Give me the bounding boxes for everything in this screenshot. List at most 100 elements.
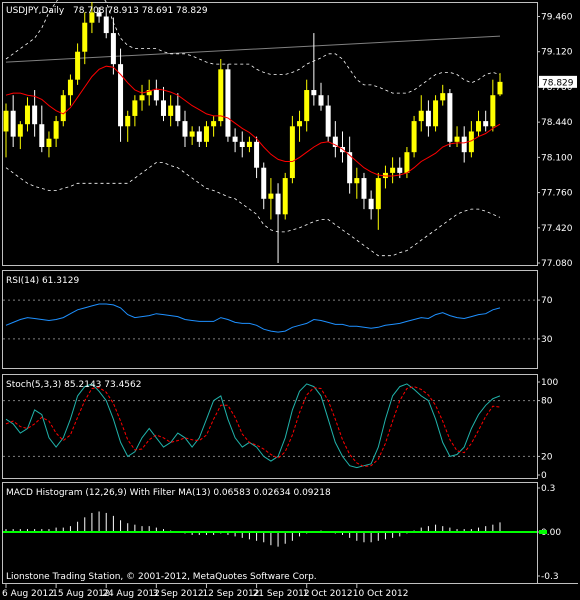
candle [268, 178, 274, 220]
candle [125, 110, 131, 142]
candle-body [497, 81, 503, 95]
candle-body [404, 152, 410, 173]
candle [461, 126, 467, 163]
time-axis-label: 3 Sep 2012 [152, 589, 203, 599]
candle [146, 79, 152, 106]
stoch-axis-tick-label: 0 [541, 471, 547, 481]
candle-body [440, 93, 446, 101]
candle [211, 115, 217, 137]
candle-body [297, 121, 303, 127]
price-axis-tick-label: 79.460 [541, 13, 573, 23]
candle [246, 136, 252, 153]
candle [311, 33, 317, 106]
candle-body [32, 105, 38, 125]
candle-body [3, 110, 9, 132]
candle-body [354, 178, 360, 184]
candle [440, 84, 446, 106]
candle-body [461, 136, 467, 153]
candle [332, 121, 338, 158]
candle [425, 100, 431, 137]
candle [411, 115, 417, 158]
time-axis-label: 10 Oct 2012 [353, 589, 409, 599]
stoch-chart: 100 80 20 0 [3, 378, 558, 481]
candle-body [110, 33, 116, 65]
candle [139, 84, 145, 111]
stoch-label: Stoch(5,3,3) 85.2143 73.4562 [6, 380, 141, 390]
candle [153, 79, 159, 106]
candle-body [483, 121, 489, 127]
stoch-main-line [5, 383, 501, 469]
candle [490, 79, 496, 132]
candle [454, 126, 460, 147]
time-axis-label: 6 Aug 2012 [2, 589, 54, 599]
candle-body [53, 121, 59, 139]
candle-body [182, 121, 188, 137]
candle-body [332, 136, 338, 147]
candle-body [476, 121, 482, 132]
upper-envelope-line [5, 0, 501, 94]
candle [175, 93, 181, 127]
candle [483, 110, 489, 132]
candle [225, 64, 231, 142]
candle-body [10, 110, 16, 137]
candle-body [189, 131, 195, 137]
rsi-chart: 70 30 [3, 296, 553, 345]
candle [168, 95, 174, 127]
candle [375, 172, 381, 230]
candle [67, 74, 73, 106]
price-axis-tick-label: 78.100 [541, 153, 573, 163]
candle-body [225, 69, 231, 137]
candle [75, 43, 81, 85]
candle [239, 131, 245, 158]
candle [275, 183, 281, 263]
candle [89, 2, 95, 34]
candle-body [275, 193, 281, 215]
candle [96, 7, 102, 23]
price-axis-tick-label: 78.780 [541, 83, 573, 93]
candle [282, 172, 288, 220]
candle [39, 105, 45, 153]
price-symbol-label: USDJPY,Daily [6, 6, 65, 16]
candle-body [118, 64, 124, 127]
candle [318, 82, 324, 111]
macd-axis-tick-label: 0.00 [541, 528, 561, 538]
candle-body [17, 124, 23, 137]
candle-body [89, 12, 95, 23]
candle-body [425, 110, 431, 127]
candle [382, 165, 388, 189]
candle [218, 58, 224, 127]
candle [17, 121, 23, 150]
candle [261, 162, 267, 210]
candle [82, 12, 88, 65]
candle-body [125, 115, 131, 127]
candle-body [39, 124, 45, 147]
candle-body [103, 16, 109, 34]
candle [297, 110, 303, 142]
macd-chart: 0.3 0.00 -0.3 [3, 484, 561, 582]
stoch-axis-tick-label: 20 [541, 452, 553, 462]
time-axis-label: 24 Aug 2012 [102, 589, 160, 599]
candle-body [67, 79, 73, 96]
candle [325, 95, 331, 142]
candle-body [304, 90, 310, 122]
candle [254, 136, 260, 179]
candle [60, 90, 66, 127]
candle [433, 95, 439, 132]
candle-body [218, 69, 224, 122]
candle-body [418, 110, 424, 122]
lower-envelope-line [5, 162, 501, 257]
candle-body [196, 131, 202, 142]
price-panel-frame [2, 2, 538, 266]
macd-axis-tick-label: -0.3 [541, 572, 559, 582]
rsi-panel-frame [2, 270, 538, 369]
candle-body [375, 178, 381, 210]
candle-body [60, 95, 66, 122]
candle-body [411, 121, 417, 153]
macd-zero-marker [539, 530, 547, 534]
candle-body [368, 198, 374, 210]
candle-body [325, 105, 331, 137]
moving-average-line [5, 65, 501, 177]
candle-body [289, 126, 295, 179]
candle-body [454, 136, 460, 142]
